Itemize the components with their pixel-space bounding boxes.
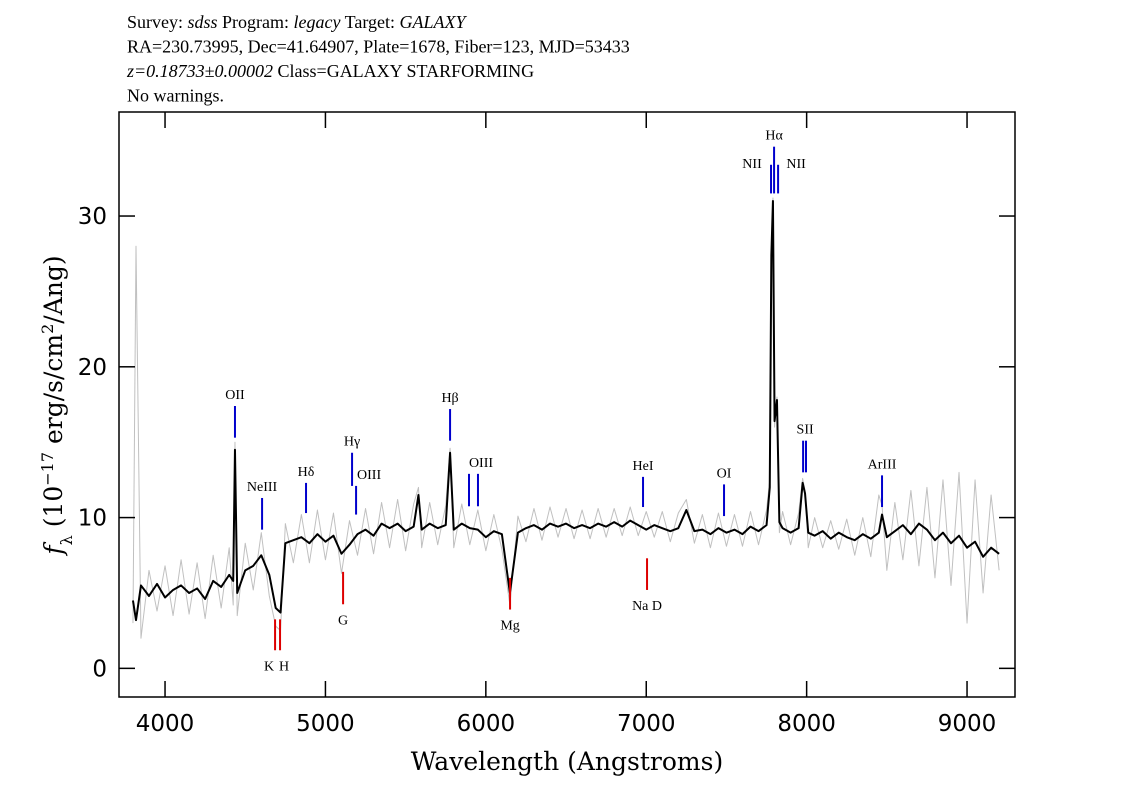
y-axis-label: fλ (10−17 erg/s/cm2/Ang) (38, 255, 76, 556)
spectrum-line (131, 199, 1000, 622)
x-tick-label: 8000 (777, 711, 836, 737)
header-text: sdss (188, 12, 218, 32)
header-text: Program: (218, 12, 294, 32)
x-tick-label: 4000 (136, 711, 195, 737)
y-axis-label-part: f (39, 542, 68, 557)
x-tick-label: 7000 (617, 711, 676, 737)
line-label: NeIII (247, 480, 278, 495)
y-tick-label: 20 (78, 355, 107, 381)
y-tick-label: 0 (92, 656, 107, 682)
header-line: z=0.18733±0.00002 Class=GALAXY STARFORMI… (126, 61, 534, 81)
header-line: Survey: sdss Program: legacy Target: GAL… (127, 12, 468, 32)
line-label: Hγ (344, 435, 360, 450)
line-label: Hβ (441, 391, 458, 406)
line-label: Mg (500, 619, 519, 634)
line-label: OI (717, 466, 732, 481)
line-label: Hδ (298, 465, 315, 480)
line-label: OII (225, 388, 245, 403)
y-axis-label-part: erg/s/cm (39, 334, 68, 452)
line-label: SII (797, 423, 814, 438)
line-label: G (338, 613, 348, 628)
header-text: RA=230.73995, Dec=41.64907, Plate=1678, … (127, 37, 630, 57)
x-axis-label: Wavelength (Angstroms) (411, 747, 723, 776)
line-label: ArIII (868, 457, 897, 472)
header-text: No warnings. (127, 86, 224, 106)
header-text: Target: (340, 12, 399, 32)
header-text: GALAXY (400, 12, 468, 32)
header-text: Class=GALAXY STARFORMING (273, 61, 534, 81)
header-text: Survey: (127, 12, 188, 32)
y-axis-label-part: (10 (39, 486, 68, 536)
line-label: NII (742, 157, 762, 172)
spectrum-line (132, 197, 1000, 639)
header-line: RA=230.73995, Dec=41.64907, Plate=1678, … (127, 37, 630, 57)
x-tick-label: 9000 (938, 711, 997, 737)
header-text: legacy (294, 12, 341, 32)
line-label: Na D (632, 599, 662, 614)
line-label: K (264, 659, 274, 674)
header-text: z=0.18733±0.00002 (126, 61, 273, 81)
line-label: NII (786, 157, 806, 172)
y-tick-label: 10 (78, 506, 107, 532)
header-line: No warnings. (127, 86, 224, 106)
line-label: H (279, 659, 289, 674)
x-tick-label: 5000 (296, 711, 355, 737)
y-axis-label-part: 2 (38, 324, 57, 334)
line-label: HeI (633, 459, 654, 474)
y-axis-label-part: λ (57, 535, 76, 545)
y-tick-label: 30 (78, 204, 107, 230)
x-tick-label: 6000 (457, 711, 516, 737)
line-label: OIII (469, 456, 493, 471)
axes-frame (118, 111, 1016, 698)
line-label: Hα (765, 129, 783, 144)
plot-area (131, 197, 1000, 639)
line-label: OIII (357, 468, 381, 483)
y-axis-label-part: −17 (38, 452, 57, 486)
y-axis-label-part: /Ang) (39, 255, 68, 323)
